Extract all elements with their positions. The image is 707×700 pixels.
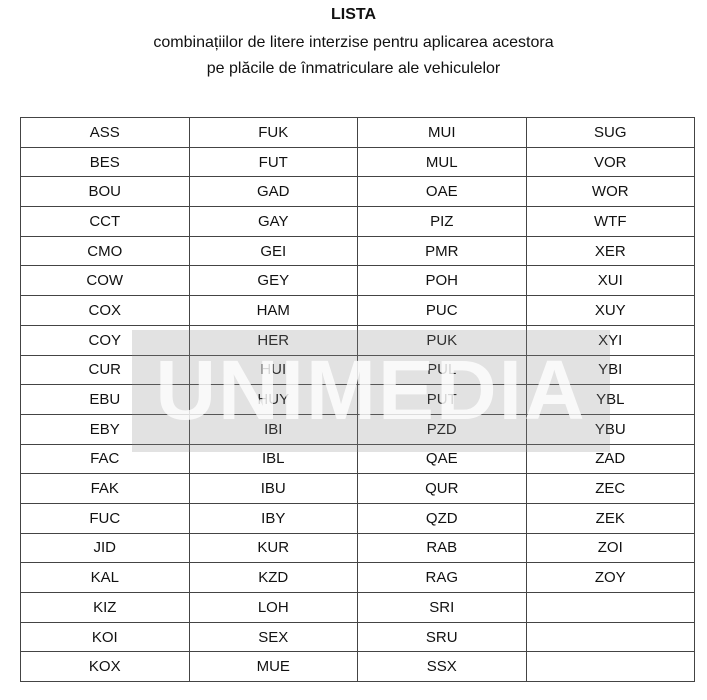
- table-cell: HUY: [188, 384, 358, 415]
- table-cell: KAL: [20, 562, 190, 593]
- table-cell: CCT: [20, 206, 190, 237]
- table-cell: GEY: [188, 265, 358, 297]
- table-cell: IBL: [188, 443, 358, 475]
- table-row: COW GEY POH XUI: [20, 265, 695, 297]
- table-cell: OAE: [357, 176, 527, 208]
- table-cell: QAE: [357, 443, 527, 475]
- table-cell: ASS: [20, 117, 190, 148]
- table-cell: ZOY: [525, 562, 695, 593]
- table-cell: POH: [357, 265, 527, 297]
- table-cell: JID: [20, 532, 190, 564]
- table-cell: SEX: [188, 621, 358, 653]
- table-cell: VOR: [525, 146, 695, 178]
- table-cell: MUI: [357, 117, 527, 148]
- table-cell: PUK: [357, 324, 527, 356]
- table-cell: GAY: [188, 206, 358, 237]
- table-cell: BES: [20, 146, 190, 178]
- table-cell: MUL: [357, 146, 527, 178]
- table-cell: FAC: [20, 443, 190, 475]
- table-cell: ZEK: [525, 502, 695, 534]
- table-cell: IBY: [188, 502, 358, 534]
- table-cell: QUR: [357, 473, 527, 504]
- table-cell: CUR: [20, 354, 190, 386]
- table-row: JID KUR RAB ZOI: [20, 532, 695, 564]
- table-row: FAC IBL QAE ZAD: [20, 443, 695, 475]
- table-row: BOU GAD OAE WOR: [20, 176, 695, 208]
- table-cell: SRU: [357, 621, 527, 653]
- table-row: KIZ LOH SRI: [20, 592, 695, 623]
- table-cell: YBL: [525, 384, 695, 415]
- table-cell: [525, 651, 695, 683]
- table-row: CMO GEI PMR XER: [20, 235, 695, 267]
- table-cell: ZEC: [525, 473, 695, 504]
- table-cell: IBI: [188, 413, 358, 445]
- table-cell: LOH: [188, 592, 358, 623]
- table-cell: COX: [20, 295, 190, 326]
- table-cell: PUT: [357, 384, 527, 415]
- table-cell: PMR: [357, 235, 527, 267]
- table-cell: HER: [188, 324, 358, 356]
- table-cell: COW: [20, 265, 190, 297]
- table-cell: WTF: [525, 206, 695, 237]
- table-cell: XUY: [525, 295, 695, 326]
- table-cell: [525, 592, 695, 623]
- table-cell: XER: [525, 235, 695, 267]
- table-cell: KIZ: [20, 592, 190, 623]
- table-cell: MUE: [188, 651, 358, 683]
- table-cell: EBY: [20, 413, 190, 445]
- table-cell: SRI: [357, 592, 527, 623]
- table-cell: QZD: [357, 502, 527, 534]
- table-cell: PUC: [357, 295, 527, 326]
- table-row: KOI SEX SRU: [20, 621, 695, 653]
- table-cell: YBI: [525, 354, 695, 386]
- table-cell: RAG: [357, 562, 527, 593]
- table-cell: PZD: [357, 413, 527, 445]
- table-cell: [525, 621, 695, 653]
- table-cell: FUC: [20, 502, 190, 534]
- table-row: FUC IBY QZD ZEK: [20, 502, 695, 534]
- table-cell: XUI: [525, 265, 695, 297]
- table-cell: CMO: [20, 235, 190, 267]
- table-cell: FAK: [20, 473, 190, 504]
- table-row: ASS FUK MUI SUG: [20, 117, 695, 148]
- table-cell: KZD: [188, 562, 358, 593]
- table-cell: FUT: [188, 146, 358, 178]
- table-row: FAK IBU QUR ZEC: [20, 473, 695, 504]
- table-cell: ZAD: [525, 443, 695, 475]
- table-cell: HAM: [188, 295, 358, 326]
- table-row: CUR HUI PUL YBI: [20, 354, 695, 386]
- table-cell: KOX: [20, 651, 190, 683]
- table-cell: KUR: [188, 532, 358, 564]
- table-row: COX HAM PUC XUY: [20, 295, 695, 326]
- forbidden-combinations-table: ASS FUK MUI SUG BES FUT MUL VOR BOU GAD OAE WOR CCT G…: [20, 117, 695, 683]
- document-subtitle-line2: pe plăcile de înmatriculare ale vehicule…: [206, 60, 501, 77]
- table-row: COY HER PUK XYI: [20, 324, 695, 356]
- table-cell: COY: [20, 324, 190, 356]
- table-row: CCT GAY PIZ WTF: [20, 206, 695, 237]
- table-row: KOX MUE SSX: [20, 651, 695, 683]
- table-row: EBU HUY PUT YBL: [20, 384, 695, 415]
- table-cell: WOR: [525, 176, 695, 208]
- table-cell: XYI: [525, 324, 695, 356]
- table-cell: FUK: [188, 117, 358, 148]
- document-subtitle-line1: combinațiilor de litere interzise pentru…: [153, 34, 554, 51]
- table-cell: YBU: [525, 413, 695, 445]
- table-cell: RAB: [357, 532, 527, 564]
- table-row: EBY IBI PZD YBU: [20, 413, 695, 445]
- document-title: LISTA: [330, 6, 377, 23]
- table-row: BES FUT MUL VOR: [20, 146, 695, 178]
- table-cell: GAD: [188, 176, 358, 208]
- table-row: KAL KZD RAG ZOY: [20, 562, 695, 593]
- table-cell: BOU: [20, 176, 190, 208]
- table-cell: IBU: [188, 473, 358, 504]
- table-cell: HUI: [188, 354, 358, 386]
- table-cell: KOI: [20, 621, 190, 653]
- table-cell: SSX: [357, 651, 527, 683]
- table-cell: SUG: [525, 117, 695, 148]
- table-cell: ZOI: [525, 532, 695, 564]
- table-cell: PUL: [357, 354, 527, 386]
- table-cell: GEI: [188, 235, 358, 267]
- table-cell: PIZ: [357, 206, 527, 237]
- table-cell: EBU: [20, 384, 190, 415]
